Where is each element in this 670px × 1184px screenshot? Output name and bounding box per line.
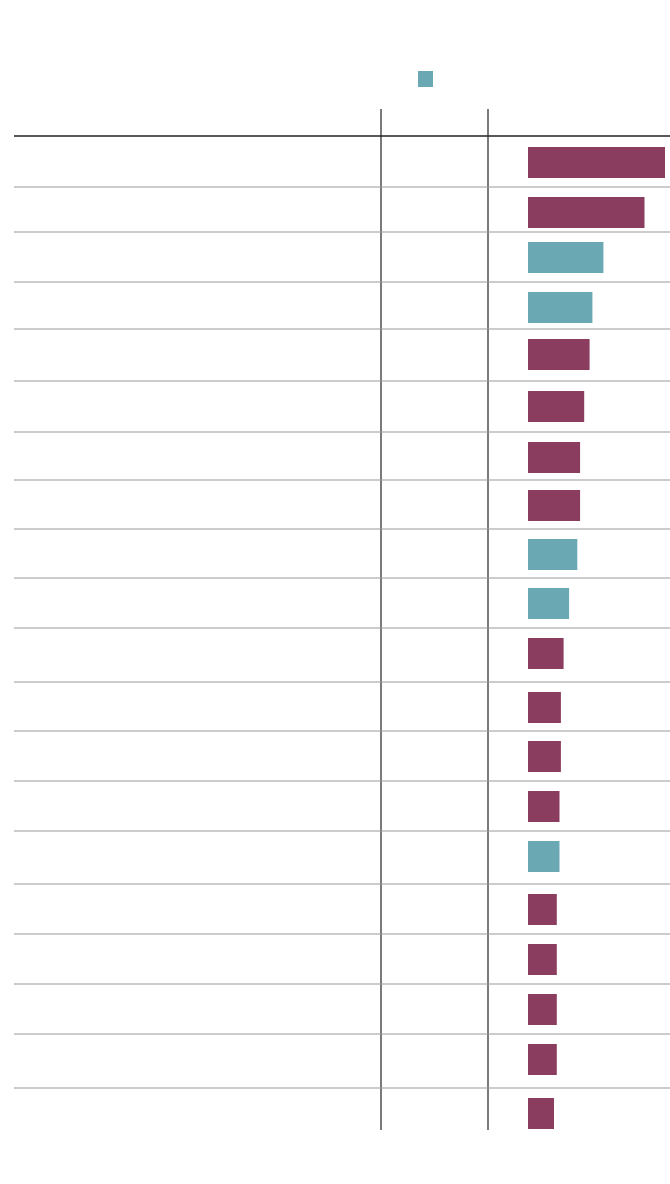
bar bbox=[528, 391, 585, 422]
bar bbox=[528, 292, 593, 323]
legend-swatch bbox=[418, 71, 433, 87]
bar bbox=[528, 197, 645, 228]
bar bbox=[528, 242, 604, 273]
bar bbox=[528, 841, 560, 872]
bar bbox=[528, 339, 590, 370]
bar bbox=[528, 994, 557, 1025]
bar bbox=[528, 442, 581, 473]
bar bbox=[528, 638, 564, 669]
bar bbox=[528, 741, 561, 772]
bar bbox=[528, 944, 557, 975]
bar bbox=[528, 1098, 554, 1129]
bar bbox=[528, 539, 578, 570]
bar bbox=[528, 490, 581, 521]
bar bbox=[528, 588, 570, 619]
bar bbox=[528, 692, 561, 723]
bar bbox=[528, 894, 557, 925]
bar bbox=[528, 147, 665, 178]
bar bbox=[528, 791, 560, 822]
bar bbox=[528, 1044, 557, 1075]
